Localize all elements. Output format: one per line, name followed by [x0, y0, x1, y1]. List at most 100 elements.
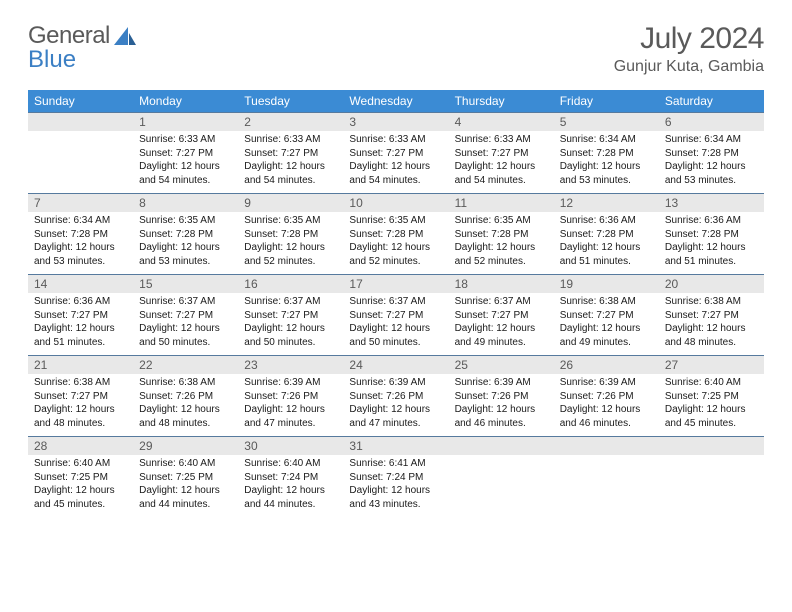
day-number: 20	[659, 275, 764, 294]
sunrise-line: Sunrise: 6:35 AM	[244, 214, 337, 228]
day-number: 16	[238, 275, 343, 294]
daylight-line: Daylight: 12 hours and 47 minutes.	[244, 403, 337, 430]
day-cell: Sunrise: 6:35 AMSunset: 7:28 PMDaylight:…	[238, 212, 343, 275]
sunset-line: Sunset: 7:27 PM	[244, 309, 337, 323]
sunset-line: Sunset: 7:28 PM	[665, 228, 758, 242]
sunrise-line: Sunrise: 6:37 AM	[139, 295, 232, 309]
dow-header-row: Sunday Monday Tuesday Wednesday Thursday…	[28, 90, 764, 113]
daylight-line: Daylight: 12 hours and 45 minutes.	[665, 403, 758, 430]
day-cell: Sunrise: 6:35 AMSunset: 7:28 PMDaylight:…	[449, 212, 554, 275]
day-number: 5	[554, 113, 659, 132]
day-number	[554, 437, 659, 456]
day-number: 26	[554, 356, 659, 375]
day-cell: Sunrise: 6:38 AMSunset: 7:27 PMDaylight:…	[554, 293, 659, 356]
daynum-row: 78910111213	[28, 194, 764, 213]
sunset-line: Sunset: 7:26 PM	[139, 390, 232, 404]
day-cell	[554, 455, 659, 517]
sunrise-line: Sunrise: 6:39 AM	[244, 376, 337, 390]
month-title: July 2024	[614, 22, 764, 56]
daylight-line: Daylight: 12 hours and 51 minutes.	[560, 241, 653, 268]
sunrise-line: Sunrise: 6:40 AM	[244, 457, 337, 471]
sunset-line: Sunset: 7:27 PM	[560, 309, 653, 323]
day-number: 3	[343, 113, 448, 132]
sunrise-line: Sunrise: 6:39 AM	[560, 376, 653, 390]
day-number: 14	[28, 275, 133, 294]
day-number: 22	[133, 356, 238, 375]
day-cell: Sunrise: 6:34 AMSunset: 7:28 PMDaylight:…	[28, 212, 133, 275]
daylight-line: Daylight: 12 hours and 45 minutes.	[34, 484, 127, 511]
sunset-line: Sunset: 7:27 PM	[34, 390, 127, 404]
sunrise-line: Sunrise: 6:40 AM	[34, 457, 127, 471]
dow-sat: Saturday	[659, 90, 764, 113]
day-cell	[28, 131, 133, 194]
dow-wed: Wednesday	[343, 90, 448, 113]
day-number: 15	[133, 275, 238, 294]
daylight-line: Daylight: 12 hours and 53 minutes.	[139, 241, 232, 268]
page-header: General July 2024 Gunjur Kuta, Gambia	[28, 22, 764, 76]
daylight-line: Daylight: 12 hours and 48 minutes.	[34, 403, 127, 430]
day-cell: Sunrise: 6:34 AMSunset: 7:28 PMDaylight:…	[659, 131, 764, 194]
day-number: 21	[28, 356, 133, 375]
sunset-line: Sunset: 7:27 PM	[455, 147, 548, 161]
daylight-line: Daylight: 12 hours and 53 minutes.	[560, 160, 653, 187]
day-number: 4	[449, 113, 554, 132]
daylight-line: Daylight: 12 hours and 54 minutes.	[455, 160, 548, 187]
sunrise-line: Sunrise: 6:38 AM	[665, 295, 758, 309]
day-cell: Sunrise: 6:36 AMSunset: 7:27 PMDaylight:…	[28, 293, 133, 356]
day-content-row: Sunrise: 6:36 AMSunset: 7:27 PMDaylight:…	[28, 293, 764, 356]
sunrise-line: Sunrise: 6:33 AM	[455, 133, 548, 147]
day-number: 11	[449, 194, 554, 213]
sunrise-line: Sunrise: 6:36 AM	[665, 214, 758, 228]
day-number: 10	[343, 194, 448, 213]
day-cell: Sunrise: 6:35 AMSunset: 7:28 PMDaylight:…	[343, 212, 448, 275]
daylight-line: Daylight: 12 hours and 50 minutes.	[244, 322, 337, 349]
sunset-line: Sunset: 7:28 PM	[560, 228, 653, 242]
daylight-line: Daylight: 12 hours and 54 minutes.	[349, 160, 442, 187]
day-cell: Sunrise: 6:39 AMSunset: 7:26 PMDaylight:…	[238, 374, 343, 437]
sunset-line: Sunset: 7:28 PM	[244, 228, 337, 242]
dow-fri: Friday	[554, 90, 659, 113]
day-number: 28	[28, 437, 133, 456]
sunrise-line: Sunrise: 6:37 AM	[244, 295, 337, 309]
logo-sail-icon	[114, 27, 136, 45]
day-content-row: Sunrise: 6:34 AMSunset: 7:28 PMDaylight:…	[28, 212, 764, 275]
sunrise-line: Sunrise: 6:39 AM	[455, 376, 548, 390]
daylight-line: Daylight: 12 hours and 50 minutes.	[139, 322, 232, 349]
sunrise-line: Sunrise: 6:38 AM	[34, 376, 127, 390]
day-cell: Sunrise: 6:40 AMSunset: 7:25 PMDaylight:…	[133, 455, 238, 517]
day-cell: Sunrise: 6:39 AMSunset: 7:26 PMDaylight:…	[554, 374, 659, 437]
day-cell: Sunrise: 6:37 AMSunset: 7:27 PMDaylight:…	[133, 293, 238, 356]
day-cell: Sunrise: 6:41 AMSunset: 7:24 PMDaylight:…	[343, 455, 448, 517]
sunrise-line: Sunrise: 6:38 AM	[139, 376, 232, 390]
day-cell	[449, 455, 554, 517]
daylight-line: Daylight: 12 hours and 51 minutes.	[665, 241, 758, 268]
day-number	[449, 437, 554, 456]
daylight-line: Daylight: 12 hours and 46 minutes.	[560, 403, 653, 430]
day-number: 29	[133, 437, 238, 456]
day-number: 1	[133, 113, 238, 132]
daynum-row: 21222324252627	[28, 356, 764, 375]
daylight-line: Daylight: 12 hours and 50 minutes.	[349, 322, 442, 349]
sunrise-line: Sunrise: 6:35 AM	[455, 214, 548, 228]
dow-thu: Thursday	[449, 90, 554, 113]
daylight-line: Daylight: 12 hours and 44 minutes.	[244, 484, 337, 511]
day-content-row: Sunrise: 6:40 AMSunset: 7:25 PMDaylight:…	[28, 455, 764, 517]
dow-tue: Tuesday	[238, 90, 343, 113]
day-number: 23	[238, 356, 343, 375]
sunset-line: Sunset: 7:27 PM	[244, 147, 337, 161]
day-number: 19	[554, 275, 659, 294]
day-number: 12	[554, 194, 659, 213]
sunset-line: Sunset: 7:27 PM	[349, 309, 442, 323]
sunrise-line: Sunrise: 6:38 AM	[560, 295, 653, 309]
sunrise-line: Sunrise: 6:33 AM	[139, 133, 232, 147]
sunrise-line: Sunrise: 6:40 AM	[665, 376, 758, 390]
day-number: 17	[343, 275, 448, 294]
sunset-line: Sunset: 7:28 PM	[349, 228, 442, 242]
day-cell: Sunrise: 6:39 AMSunset: 7:26 PMDaylight:…	[343, 374, 448, 437]
day-number: 30	[238, 437, 343, 456]
daylight-line: Daylight: 12 hours and 47 minutes.	[349, 403, 442, 430]
daylight-line: Daylight: 12 hours and 48 minutes.	[139, 403, 232, 430]
daylight-line: Daylight: 12 hours and 43 minutes.	[349, 484, 442, 511]
day-number: 8	[133, 194, 238, 213]
day-content-row: Sunrise: 6:38 AMSunset: 7:27 PMDaylight:…	[28, 374, 764, 437]
